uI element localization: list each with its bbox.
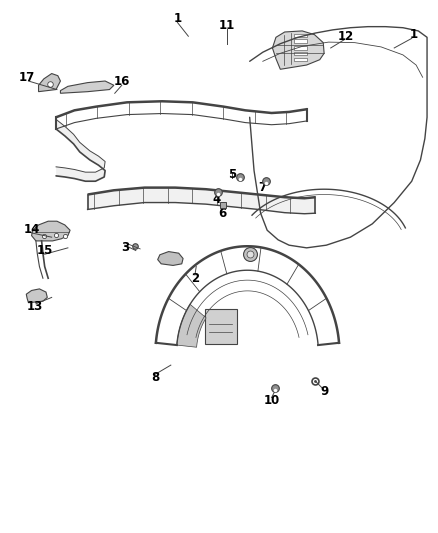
Text: 4: 4 [213, 193, 221, 206]
Polygon shape [56, 119, 105, 181]
Text: 13: 13 [27, 300, 43, 313]
Polygon shape [158, 252, 183, 265]
Text: 1: 1 [173, 12, 181, 25]
Text: 14: 14 [23, 223, 40, 236]
Text: 3: 3 [121, 241, 129, 254]
Polygon shape [272, 31, 324, 69]
Text: 11: 11 [219, 19, 235, 31]
Bar [294, 52, 307, 55]
Text: 9: 9 [320, 385, 328, 398]
Text: 10: 10 [263, 394, 280, 407]
Polygon shape [88, 188, 315, 214]
Text: 17: 17 [19, 71, 35, 84]
Polygon shape [26, 289, 47, 303]
Text: 1: 1 [410, 28, 418, 41]
Bar [205, 309, 237, 344]
Polygon shape [32, 221, 70, 241]
Polygon shape [39, 74, 60, 92]
Polygon shape [177, 304, 206, 347]
Text: 15: 15 [36, 244, 53, 257]
Text: 2: 2 [191, 272, 199, 285]
Bar [294, 34, 307, 37]
Bar [294, 46, 307, 50]
Text: 5: 5 [228, 168, 236, 181]
Bar [294, 39, 307, 43]
Text: 6: 6 [219, 207, 226, 220]
Text: 7: 7 [259, 181, 267, 194]
Text: 16: 16 [113, 75, 130, 88]
Bar [294, 58, 307, 61]
Polygon shape [60, 81, 114, 93]
Text: 8: 8 [152, 371, 159, 384]
Text: 12: 12 [338, 30, 354, 43]
